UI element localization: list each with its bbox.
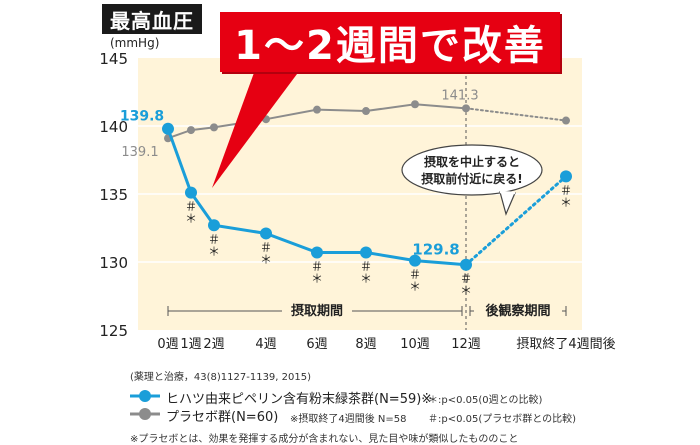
significance-mark-2-1: ＊ bbox=[208, 244, 220, 258]
data-label-3: 129.8 bbox=[412, 241, 459, 259]
legend-note-series2: ※摂取終了4週間後 N=58 bbox=[290, 414, 407, 425]
series-1-point-0 bbox=[162, 122, 174, 135]
x-tick-label-4: 6週 bbox=[306, 337, 327, 352]
headline-pointer bbox=[212, 70, 300, 188]
significance-mark-7-1: ＊ bbox=[460, 284, 472, 298]
series-1-point-6 bbox=[409, 254, 421, 267]
period-label-observation: 後観察期間 bbox=[485, 303, 550, 319]
y-tick-label-140: 140 bbox=[99, 118, 128, 136]
series-2-point-2 bbox=[210, 123, 218, 132]
series-1-point-2 bbox=[208, 219, 220, 232]
legend-series1-label: ヒハツ由来ピペリン含有粉末緑茶群(N=59)※ bbox=[166, 392, 433, 407]
significance-mark-2-0: ＃ bbox=[208, 232, 220, 246]
series-2-point-8 bbox=[562, 116, 570, 125]
data-label-2: 141.3 bbox=[441, 88, 478, 103]
series-2-point-6 bbox=[411, 100, 419, 109]
significance-mark-5-0: ＃ bbox=[360, 259, 372, 273]
significance-mark-3-1: ＊ bbox=[260, 252, 272, 266]
series-1-point-5 bbox=[360, 246, 372, 259]
significance-mark-7-0: ＃ bbox=[460, 272, 472, 286]
series-2-line-followup bbox=[465, 107, 567, 122]
significance-mark-6-0: ＃ bbox=[409, 268, 421, 282]
footnote: ※プラセボとは、効果を発揮する成分が含まれない、見た目や味が類似したもののこと bbox=[130, 434, 519, 445]
significance-mark-8-1: ＊ bbox=[560, 195, 572, 209]
significance-mark-1-0: ＃ bbox=[185, 200, 197, 214]
series-1-point-8 bbox=[560, 170, 572, 183]
period-label-intake: 摂取期間 bbox=[291, 303, 343, 319]
callout-line-2: 摂取前付近に戻る! bbox=[421, 171, 522, 186]
series-1-line bbox=[166, 128, 467, 267]
legend-note-hash: ＃:p<0.05(プラセボ群との比較) bbox=[428, 414, 577, 425]
series-1-point-4 bbox=[311, 246, 323, 259]
x-tick-label-5: 8週 bbox=[355, 337, 376, 352]
chart-title-tag: 最高血圧 bbox=[102, 4, 202, 34]
series-2-point-7 bbox=[462, 104, 470, 113]
significance-mark-3-0: ＃ bbox=[260, 240, 272, 254]
series-1-point-7 bbox=[460, 258, 472, 271]
x-tick-label-0: 0週 bbox=[157, 337, 178, 352]
significance-mark-1-1: ＊ bbox=[185, 212, 197, 226]
y-axis-unit: (mmHg) bbox=[110, 36, 160, 50]
series-1-line-followup bbox=[464, 174, 568, 267]
significance-mark-6-1: ＊ bbox=[409, 280, 421, 294]
y-tick-label-125: 125 bbox=[99, 322, 128, 340]
callout-bubble: 摂取を中止すると 摂取前付近に戻る! bbox=[401, 144, 543, 216]
legend-series2-label: プラセボ群(N=60) bbox=[166, 410, 279, 425]
legend-marker-series1 bbox=[130, 390, 160, 402]
series-1-point-1 bbox=[185, 186, 197, 199]
series-1-point-3 bbox=[260, 227, 272, 240]
series-2-point-1 bbox=[187, 126, 195, 135]
source-citation: (薬理と治療，43(8)1127-1139, 2015) bbox=[130, 372, 312, 383]
x-tick-label-7: 12週 bbox=[451, 337, 481, 352]
legend-marker-series2 bbox=[130, 408, 160, 420]
headline-banner: 1～2週間で改善 bbox=[220, 12, 560, 72]
x-tick-label-6: 10週 bbox=[400, 337, 430, 352]
y-tick-label-135: 135 bbox=[99, 186, 128, 204]
significance-mark-5-1: ＊ bbox=[360, 271, 372, 285]
data-label-1: 139.1 bbox=[121, 145, 158, 160]
series-2-point-5 bbox=[362, 107, 370, 116]
significance-mark-4-1: ＊ bbox=[311, 271, 323, 285]
x-tick-label-2: 2週 bbox=[203, 337, 224, 352]
x-tick-label-3: 4週 bbox=[255, 337, 276, 352]
data-label-0: 139.8 bbox=[120, 109, 164, 125]
series-2-point-4 bbox=[313, 105, 321, 114]
x-tick-label-1: 1週 bbox=[180, 337, 201, 352]
significance-mark-4-0: ＃ bbox=[311, 259, 323, 273]
y-tick-label-130: 130 bbox=[99, 254, 128, 272]
legend-note-star: ＊:p<0.05(0週との比較) bbox=[428, 395, 543, 406]
x-tick-label-8: 摂取終了4週間後 bbox=[516, 336, 615, 352]
y-tick-label-145: 145 bbox=[99, 50, 128, 68]
significance-mark-8-0: ＃ bbox=[560, 183, 572, 197]
callout-line-1: 摂取を中止すると bbox=[424, 154, 520, 169]
